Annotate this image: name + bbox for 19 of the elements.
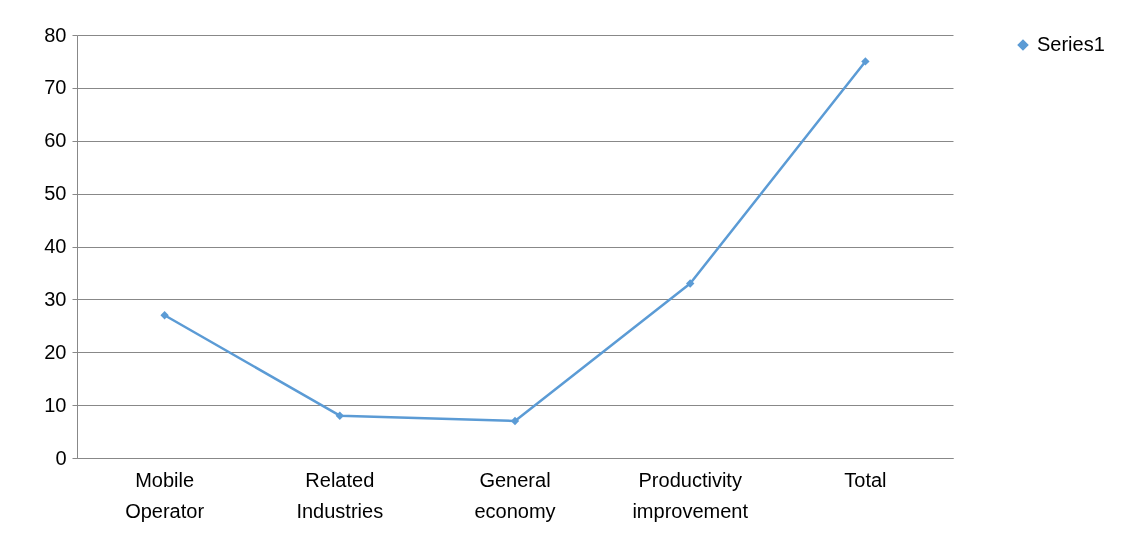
y-tick-label: 0 [55,446,67,469]
y-tick-label: 60 [44,129,67,152]
legend-label: Series1 [1037,33,1105,55]
x-tick-label: Total [844,468,887,491]
y-tick-label: 10 [44,393,67,416]
y-tick-label: 50 [44,182,67,205]
y-tick-label: 70 [44,76,67,99]
y-tick-label: 30 [44,287,67,310]
y-tick-label: 80 [44,23,67,46]
point [160,311,169,320]
point [861,57,870,66]
x-tick-label: Productivity improvement [632,468,749,522]
x-tick-label: General economy [474,468,556,522]
x-tick-label: Mobile Operator [125,468,205,522]
point [335,411,344,420]
point [686,279,695,288]
x-tick-label: Related Industries [296,468,384,522]
y-tick-label: 40 [44,235,67,257]
y-tick-label: 20 [44,340,67,363]
